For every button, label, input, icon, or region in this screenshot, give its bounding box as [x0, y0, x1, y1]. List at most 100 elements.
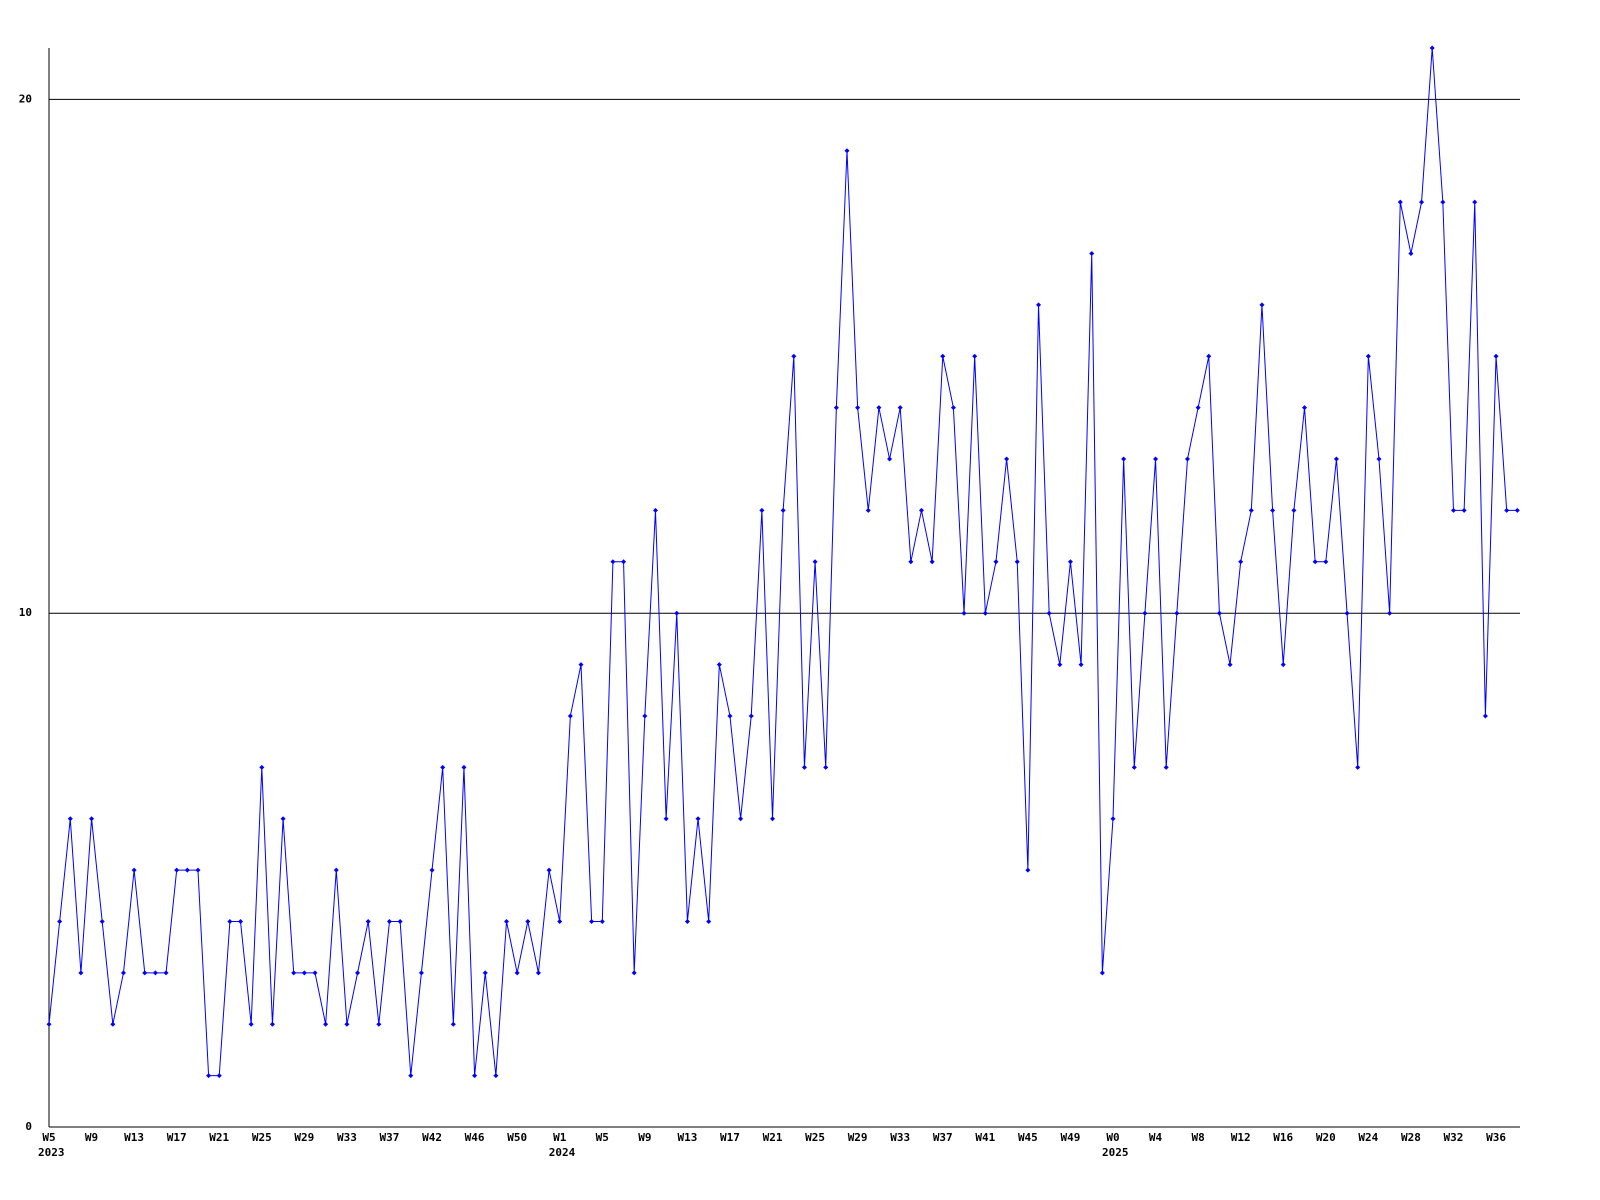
- data-point: [844, 148, 850, 154]
- x-year-label: 2024: [549, 1146, 576, 1159]
- data-point: [1057, 662, 1063, 668]
- data-point: [950, 405, 956, 411]
- x-tick-label: W8: [1191, 1131, 1204, 1144]
- data-point: [716, 662, 722, 668]
- data-point: [195, 867, 201, 873]
- data-point: [684, 918, 690, 924]
- x-tick-label: W36: [1486, 1131, 1506, 1144]
- data-point: [652, 507, 658, 513]
- x-tick-label: W37: [933, 1131, 953, 1144]
- x-tick-label: W12: [1231, 1131, 1251, 1144]
- data-point: [365, 918, 371, 924]
- data-point: [238, 918, 244, 924]
- x-tick-label: W4: [1149, 1131, 1163, 1144]
- y-tick-label: 10: [19, 606, 32, 619]
- data-point: [1110, 816, 1116, 822]
- data-point: [876, 405, 882, 411]
- data-point: [89, 816, 95, 822]
- data-point: [1429, 45, 1435, 51]
- data-point: [269, 1021, 275, 1027]
- data-point: [663, 816, 669, 822]
- data-point: [1408, 251, 1414, 257]
- x-tick-label: W21: [209, 1131, 229, 1144]
- x-tick-label: W33: [890, 1131, 910, 1144]
- data-point: [695, 816, 701, 822]
- data-point: [216, 1073, 222, 1079]
- data-point: [1184, 456, 1190, 462]
- data-point: [1248, 507, 1254, 513]
- data-point: [355, 970, 361, 976]
- data-point: [961, 610, 967, 616]
- data-point: [1163, 764, 1169, 770]
- data-point: [1099, 970, 1105, 976]
- data-point: [674, 610, 680, 616]
- data-point: [1291, 507, 1297, 513]
- data-point: [461, 764, 467, 770]
- x-tick-label: W29: [848, 1131, 868, 1144]
- data-point: [599, 918, 605, 924]
- data-point: [929, 559, 935, 565]
- data-point: [120, 970, 126, 976]
- data-point: [1504, 507, 1510, 513]
- data-point: [610, 559, 616, 565]
- data-point: [738, 816, 744, 822]
- data-point: [908, 559, 914, 565]
- data-point: [280, 816, 286, 822]
- data-point: [333, 867, 339, 873]
- data-point: [589, 918, 595, 924]
- data-point: [1344, 610, 1350, 616]
- data-point: [748, 713, 754, 719]
- x-tick-label: W28: [1401, 1131, 1421, 1144]
- data-point: [855, 405, 861, 411]
- data-point: [323, 1021, 329, 1027]
- data-point: [1195, 405, 1201, 411]
- x-tick-label: W20: [1316, 1131, 1336, 1144]
- data-point: [386, 918, 392, 924]
- data-point: [1323, 559, 1329, 565]
- data-point: [1121, 456, 1127, 462]
- data-point: [642, 713, 648, 719]
- data-point: [142, 970, 148, 976]
- data-point: [1206, 353, 1212, 359]
- x-tick-label: W33: [337, 1131, 357, 1144]
- data-point: [418, 970, 424, 976]
- data-point: [67, 816, 73, 822]
- data-point: [918, 507, 924, 513]
- x-year-label: 2025: [1102, 1146, 1129, 1159]
- data-point: [993, 559, 999, 565]
- data-point: [1419, 199, 1425, 205]
- data-point: [1067, 559, 1073, 565]
- data-point: [1333, 456, 1339, 462]
- data-point: [1514, 507, 1520, 513]
- data-point: [823, 764, 829, 770]
- data-point: [812, 559, 818, 565]
- data-point: [482, 970, 488, 976]
- data-point: [1387, 610, 1393, 616]
- data-point: [1450, 507, 1456, 513]
- data-point: [1131, 764, 1137, 770]
- data-point: [312, 970, 318, 976]
- data-point: [1216, 610, 1222, 616]
- data-point: [1238, 559, 1244, 565]
- data-point: [535, 970, 541, 976]
- data-point: [1089, 251, 1095, 257]
- x-tick-label: W1: [553, 1131, 567, 1144]
- x-tick-label: W21: [763, 1131, 783, 1144]
- data-point: [163, 970, 169, 976]
- x-tick-label: W37: [380, 1131, 400, 1144]
- data-point: [408, 1073, 414, 1079]
- x-tick-label: W9: [85, 1131, 98, 1144]
- data-line: [48, 47, 1518, 1077]
- data-point: [833, 405, 839, 411]
- data-point: [1482, 713, 1488, 719]
- data-point: [706, 918, 712, 924]
- data-point: [1046, 610, 1052, 616]
- x-tick-label: W5: [42, 1131, 55, 1144]
- data-point: [57, 918, 63, 924]
- x-tick-label: W0: [1106, 1131, 1119, 1144]
- data-point: [301, 970, 307, 976]
- data-point: [759, 507, 765, 513]
- data-point: [504, 918, 510, 924]
- x-tick-label: W49: [1061, 1131, 1081, 1144]
